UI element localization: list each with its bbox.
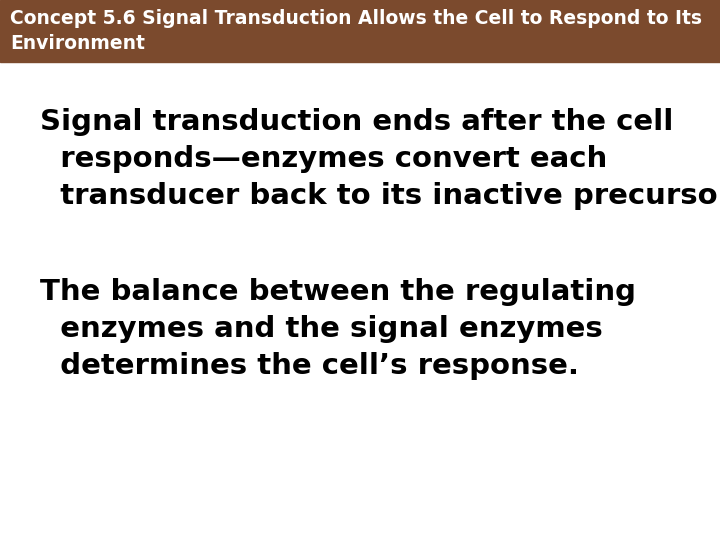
Text: Signal transduction ends after the cell
  responds—enzymes convert each
  transd: Signal transduction ends after the cell …	[40, 108, 720, 210]
Bar	[0, 0, 720, 62]
Text: Concept 5.6 Signal Transduction Allows the Cell to Respond to Its
Environment: Concept 5.6 Signal Transduction Allows t…	[10, 9, 702, 53]
Text: The balance between the regulating
  enzymes and the signal enzymes
  determines: The balance between the regulating enzym…	[40, 278, 636, 380]
